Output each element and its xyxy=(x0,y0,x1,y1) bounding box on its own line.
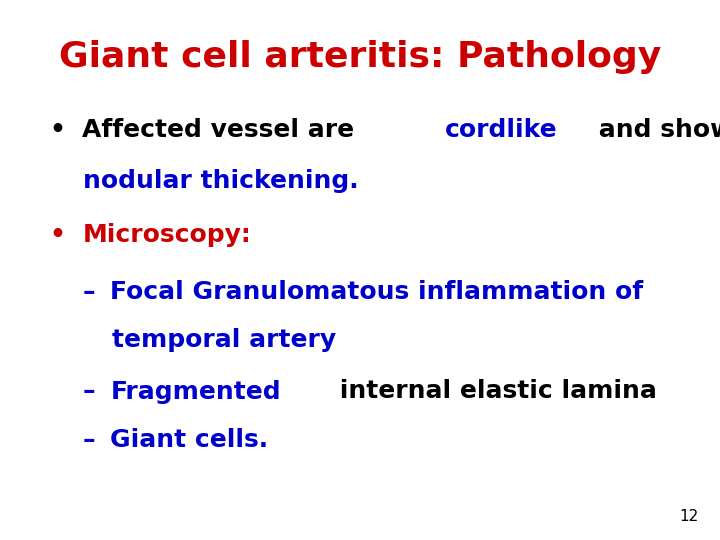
Text: –: – xyxy=(83,380,104,403)
Text: 12: 12 xyxy=(679,509,698,524)
Text: nodular thickening.: nodular thickening. xyxy=(83,169,359,193)
Text: Fragmented: Fragmented xyxy=(110,380,281,403)
Text: –: – xyxy=(83,280,104,303)
Text: internal elastic lamina: internal elastic lamina xyxy=(330,380,657,403)
Text: Focal Granulomatous inflammation of: Focal Granulomatous inflammation of xyxy=(110,280,644,303)
Text: Giant cell arteritis: Pathology: Giant cell arteritis: Pathology xyxy=(59,40,661,73)
Text: Microscopy:: Microscopy: xyxy=(82,223,251,247)
Text: temporal artery: temporal artery xyxy=(112,328,336,352)
Text: •: • xyxy=(50,118,75,141)
Text: and show: and show xyxy=(590,118,720,141)
Text: –: – xyxy=(83,428,104,452)
Text: Affected vessel are: Affected vessel are xyxy=(82,118,363,141)
Text: cordlike: cordlike xyxy=(445,118,557,141)
Text: •: • xyxy=(50,223,75,247)
Text: Giant cells.: Giant cells. xyxy=(110,428,269,452)
